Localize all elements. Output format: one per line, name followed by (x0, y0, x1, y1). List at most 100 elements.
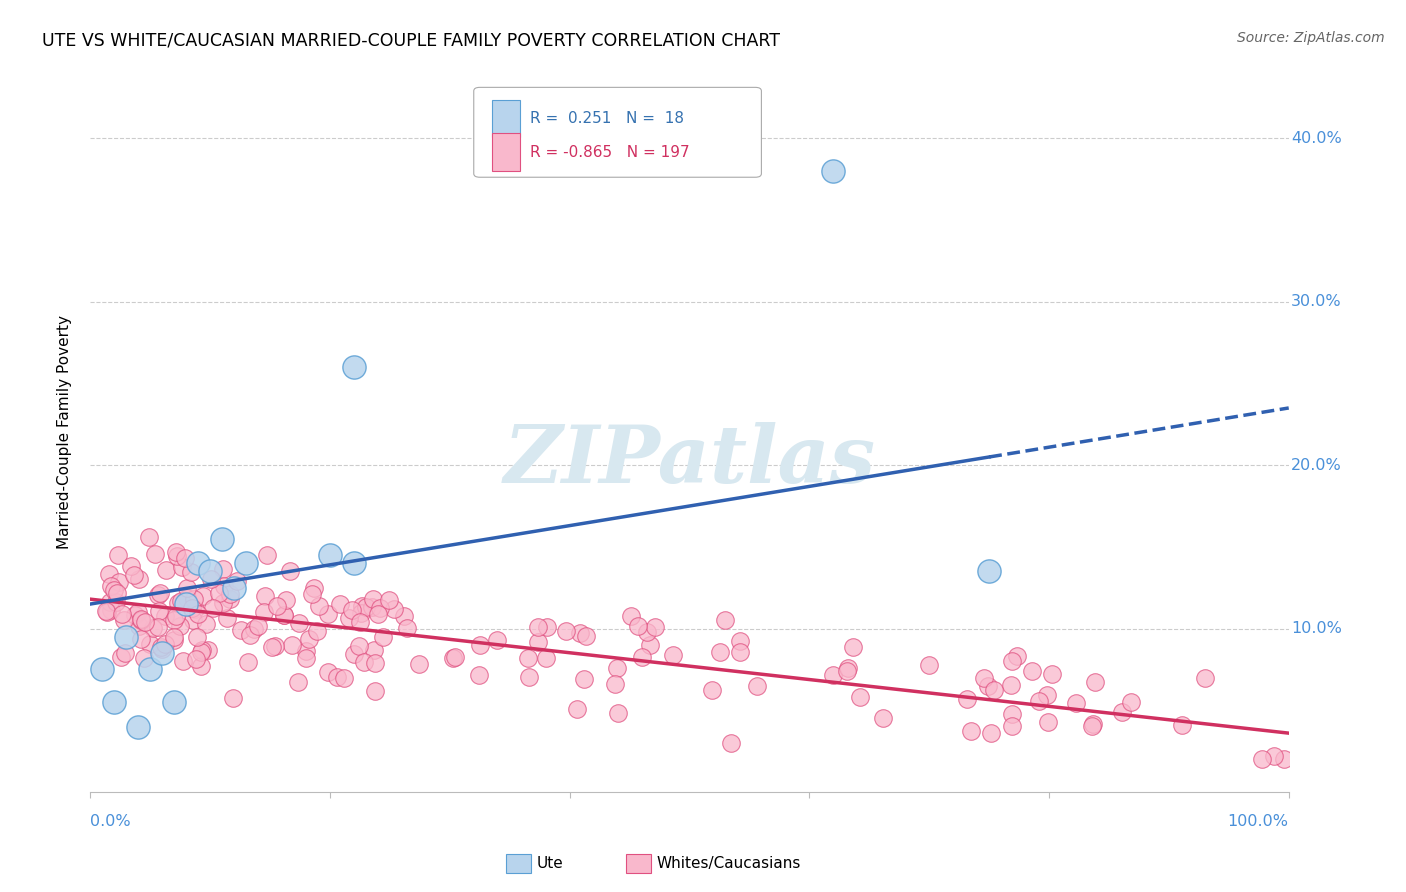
Bar (492, 100, 520, 137)
Point (378, 593, 401, 607)
Point (139, 637, 162, 651)
Point (142, 621, 165, 635)
Point (1001, 719, 1024, 733)
Point (273, 607, 295, 622)
Point (1038, 715, 1060, 730)
Point (1001, 654, 1024, 668)
Point (107, 548, 129, 562)
Point (606, 661, 628, 675)
Point (382, 601, 405, 615)
Point (627, 618, 650, 632)
Point (274, 593, 297, 607)
Point (1251, 752, 1274, 766)
Point (114, 613, 136, 627)
Point (700, 682, 723, 697)
Point (977, 565, 1000, 579)
Point (841, 640, 863, 655)
Point (139, 662, 162, 676)
Point (319, 548, 342, 562)
Point (129, 632, 152, 646)
Text: R =  0.251   N =  18: R = 0.251 N = 18 (530, 111, 685, 126)
Point (517, 670, 540, 684)
Point (662, 648, 685, 662)
Point (294, 644, 316, 658)
Point (236, 655, 259, 669)
Point (318, 665, 340, 680)
Point (837, 661, 859, 675)
Point (343, 556, 366, 570)
Point (264, 639, 287, 653)
Point (373, 630, 395, 644)
Point (103, 695, 125, 709)
Point (198, 565, 221, 579)
Point (1121, 695, 1143, 709)
Point (163, 632, 186, 647)
Point (1263, 749, 1285, 764)
Point (254, 589, 277, 603)
Point (352, 599, 374, 613)
Point (222, 581, 245, 595)
Point (337, 611, 360, 625)
Point (574, 672, 596, 686)
Point (638, 638, 661, 652)
Point (364, 684, 387, 698)
Point (343, 360, 366, 375)
Point (302, 581, 325, 595)
Point (1064, 696, 1087, 710)
Y-axis label: Married-Couple Family Poverty: Married-Couple Family Poverty (58, 316, 72, 549)
Point (197, 643, 219, 657)
Point (169, 619, 191, 633)
Point (97, 566, 120, 581)
Point (100, 579, 122, 593)
Text: 100.0%: 100.0% (1227, 814, 1289, 830)
Point (305, 624, 328, 638)
Point (184, 601, 207, 615)
Point (128, 572, 150, 586)
Text: 40.0%: 40.0% (1291, 131, 1341, 146)
Point (212, 596, 235, 610)
Point (150, 642, 173, 657)
Point (162, 630, 184, 644)
Point (190, 643, 212, 657)
Point (295, 651, 318, 665)
Bar (492, 134, 520, 170)
Point (526, 635, 548, 649)
Text: 0.0%: 0.0% (90, 814, 131, 830)
Point (260, 640, 283, 654)
Point (110, 650, 132, 665)
Point (163, 695, 186, 709)
Point (340, 603, 363, 617)
Point (163, 613, 186, 627)
Point (636, 624, 658, 639)
Point (153, 637, 176, 651)
Point (127, 720, 149, 734)
Point (441, 651, 464, 665)
Point (747, 679, 769, 693)
Point (536, 620, 558, 634)
Point (565, 701, 588, 715)
Point (129, 612, 152, 626)
Point (281, 638, 304, 652)
Point (728, 645, 751, 659)
Point (728, 634, 751, 648)
Point (242, 623, 264, 637)
Point (146, 620, 169, 634)
Text: 30.0%: 30.0% (1291, 294, 1341, 310)
Point (221, 690, 243, 705)
Point (823, 668, 845, 682)
Point (176, 591, 198, 606)
Point (253, 605, 276, 619)
Point (350, 606, 373, 620)
Point (1040, 666, 1063, 681)
Text: Whites/Caucasians: Whites/Caucasians (657, 856, 801, 871)
Point (1007, 648, 1029, 663)
Point (349, 615, 371, 629)
Point (143, 547, 166, 561)
Point (396, 621, 419, 635)
Text: R = -0.865   N = 197: R = -0.865 N = 197 (530, 145, 690, 160)
Point (111, 607, 134, 621)
Point (149, 640, 172, 654)
Point (575, 629, 598, 643)
Point (176, 581, 198, 595)
Text: 10.0%: 10.0% (1291, 621, 1341, 636)
